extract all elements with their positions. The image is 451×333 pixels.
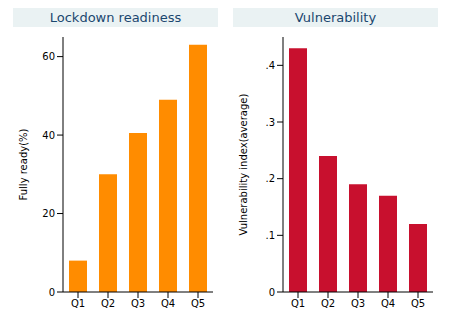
svg-text:.3: .3 — [265, 117, 275, 128]
svg-text:Vulnerability index(average): Vulnerability index(average) — [238, 94, 249, 236]
svg-text:0: 0 — [269, 287, 275, 298]
svg-text:40: 40 — [42, 130, 55, 141]
svg-text:20: 20 — [42, 208, 55, 219]
svg-text:Q4: Q4 — [381, 298, 395, 309]
svg-text:.4: .4 — [265, 60, 275, 71]
html-text:Lockdown readiness: Lockdown readiness — [49, 10, 182, 25]
svg-text:Fully ready(%): Fully ready(%) — [18, 128, 29, 200]
svg-text:Q5: Q5 — [411, 298, 425, 309]
svg-text:.2: .2 — [265, 173, 275, 184]
svg-text:Q1: Q1 — [71, 298, 85, 309]
svg-text:Q3: Q3 — [131, 298, 145, 309]
svg-text:Q2: Q2 — [321, 298, 335, 309]
svg-text:60: 60 — [42, 51, 55, 62]
svg-text:Q4: Q4 — [161, 298, 175, 309]
svg-text:Q5: Q5 — [191, 298, 205, 309]
html-text:Vulnerability: Vulnerability — [294, 10, 377, 25]
svg-text:0: 0 — [49, 287, 55, 298]
svg-text:Q2: Q2 — [101, 298, 115, 309]
svg-text:Q1: Q1 — [291, 298, 305, 309]
svg-text:Q3: Q3 — [351, 298, 365, 309]
svg-text:.1: .1 — [265, 230, 275, 241]
